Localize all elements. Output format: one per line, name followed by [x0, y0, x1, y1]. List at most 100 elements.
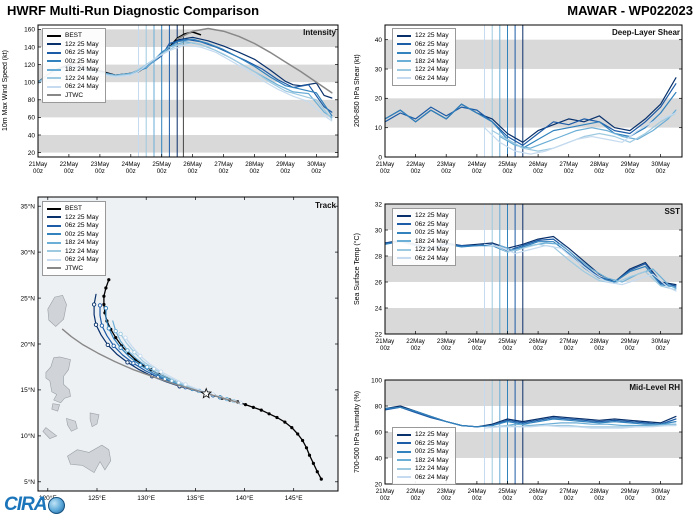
y-tick-label: 22 — [375, 331, 383, 338]
y-tick-label: 60 — [28, 115, 36, 122]
track-point-marker — [275, 415, 279, 420]
x-tick-label-day: 23May — [437, 488, 456, 495]
cira-logo-text: CIRA — [4, 494, 47, 515]
legend-swatch — [47, 77, 61, 79]
y-tick-label: 80 — [28, 97, 36, 104]
legend-swatch — [47, 224, 61, 227]
globe-icon — [48, 496, 66, 514]
series-line-06z-25-may — [385, 83, 677, 146]
legend-label: 06z 25 May — [415, 40, 449, 48]
y-tick-label: 100 — [371, 377, 382, 384]
axis-ticks: 5°N 10°N 15°N 20°N 25°N 30°N 35°N 120°E 125°E 130… — [20, 197, 338, 502]
y-tick-label: 26 — [375, 279, 383, 286]
axis-ticks: 22242628303221May00z22May00z23May00z24Ma… — [375, 201, 682, 352]
y-tick-label: 120 — [24, 62, 35, 69]
forecast-point-marker — [106, 326, 111, 331]
legend-item: 06z 25 May — [397, 41, 449, 48]
x-tick-label-hour: 00z — [219, 168, 229, 175]
legend-swatch — [47, 68, 61, 71]
y-tick-label: 0 — [378, 154, 382, 161]
legend-item: 18z 24 May — [47, 239, 99, 246]
legend-label: 12z 24 May — [65, 247, 99, 255]
legend-label: 12z 25 May — [415, 431, 449, 438]
x-tick-label-day: 25May — [498, 338, 517, 345]
shear-chart: 01020304021May00z22May00z23May00z24May00… — [375, 24, 683, 175]
legend-swatch — [47, 94, 61, 96]
y-tick-label: 24 — [375, 305, 383, 312]
forecast-point-marker — [111, 343, 116, 348]
legend-item: JTWC — [47, 265, 99, 272]
coastline — [51, 403, 60, 412]
track-point-marker — [307, 453, 312, 457]
x-tick-label-day: 29May — [621, 338, 640, 345]
legend-item: 06z 24 May — [397, 75, 449, 82]
track-point-marker — [296, 432, 300, 436]
x-tick-label-hour: 00z — [594, 495, 604, 502]
legend-swatch — [47, 34, 61, 37]
x-tick-label-day: 29May — [621, 161, 640, 168]
x-tick-label-hour: 00z — [411, 345, 421, 352]
x-tick-label-hour: 00z — [380, 345, 390, 352]
track-point-marker — [315, 470, 319, 474]
x-tick-label: 130°E — [137, 494, 155, 502]
legend-label: 00z 25 May — [65, 230, 99, 238]
legend-label: 12z 25 May — [415, 212, 449, 219]
sst-panel: 22 24 26 28 30 32 21May 00z 22May 00z 23May 00z 24Ma… — [352, 190, 700, 360]
plot-area — [42, 278, 323, 481]
legend-item: 06z 25 May — [397, 440, 449, 447]
coastline — [45, 356, 71, 404]
rh-panel: 20 40 60 80 100 21May 00z 22May 00z 23May 00z 24May… — [352, 365, 700, 523]
legend-swatch — [397, 223, 411, 225]
legend-item: 00z 25 May — [47, 58, 99, 65]
legend-swatch — [47, 233, 61, 235]
legend-swatch — [397, 43, 411, 45]
x-tick-label-hour: 00z — [625, 345, 635, 352]
track-point-marker — [304, 446, 309, 450]
legend-label: 06z 25 May — [415, 220, 449, 228]
shaded-band — [385, 380, 682, 406]
x-tick-label-day: 30May — [651, 488, 670, 495]
legend-swatch — [397, 476, 411, 478]
x-tick-label-hour: 00z — [441, 495, 451, 502]
x-tick-label-day: 22May — [406, 488, 425, 495]
x-tick-label-day: 23May — [91, 161, 110, 168]
y-tick-label: 28 — [375, 253, 383, 260]
x-tick-label-hour: 00z — [411, 168, 421, 175]
legend-item: 18z 24 May — [397, 58, 449, 65]
legend-item: 12z 25 May — [397, 431, 449, 438]
page-title-right: MAWAR - WP022023 — [567, 3, 693, 18]
legend-item: 12z 24 May — [47, 75, 99, 82]
legend-item: JTWC — [47, 92, 99, 99]
legend-swatch — [47, 207, 61, 210]
legend-label: 18z 24 May — [65, 239, 99, 246]
x-tick-label-hour: 00z — [250, 168, 260, 175]
forecast-point-marker — [123, 335, 128, 340]
legend-item: 00z 25 May — [47, 231, 99, 238]
legend-swatch — [47, 216, 61, 218]
legend-label: 00z 25 May — [415, 229, 449, 236]
legend-label: 12z 24 May — [415, 246, 449, 253]
series-line-06z-24-may — [483, 112, 677, 155]
x-tick-label-day: 29May — [276, 161, 295, 168]
legend-swatch — [397, 60, 411, 62]
x-tick-label-hour: 00z — [533, 345, 543, 352]
series-line-jtwc — [176, 27, 333, 94]
x-tick-label-day: 22May — [406, 161, 425, 168]
y-tick-label: 20 — [28, 150, 36, 157]
legend-label: 00z 25 May — [415, 448, 449, 455]
x-tick-label-hour: 00z — [280, 168, 290, 175]
legend-label: 12z 25 May — [415, 32, 449, 39]
track-point-marker — [102, 302, 106, 307]
track-point-marker — [311, 461, 315, 465]
legend-label: 18z 24 May — [65, 66, 99, 73]
x-tick-label: 135°E — [187, 494, 205, 502]
track-point-marker — [283, 420, 287, 424]
x-tick-label-hour: 00z — [311, 168, 321, 175]
track-point-marker — [319, 477, 323, 481]
coastline — [42, 427, 58, 439]
x-tick-label-hour: 00z — [64, 168, 74, 175]
legend-item: 12z 24 May — [397, 246, 449, 253]
x-tick-label-hour: 00z — [503, 345, 513, 352]
coastline — [67, 444, 112, 474]
x-tick-label-hour: 00z — [33, 168, 43, 175]
